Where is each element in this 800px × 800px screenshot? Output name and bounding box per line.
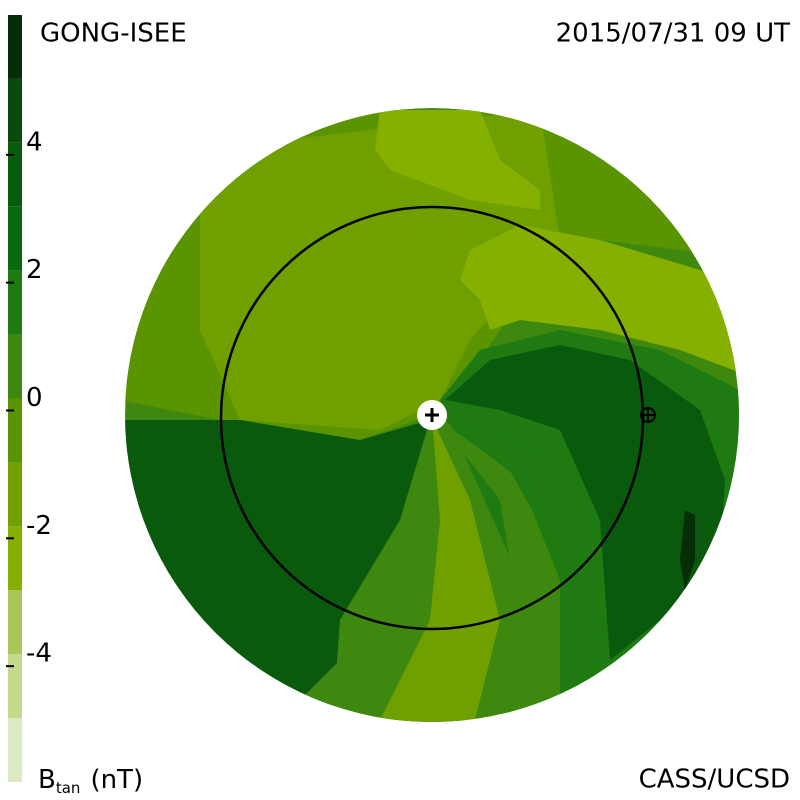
map bbox=[125, 108, 739, 722]
region bbox=[380, 418, 500, 722]
tick-label: -4 bbox=[26, 639, 52, 669]
tick-label: 2 bbox=[26, 255, 43, 285]
color-band bbox=[8, 78, 22, 143]
color-band bbox=[8, 590, 22, 655]
tick-label: 0 bbox=[26, 383, 43, 413]
sun-cross bbox=[425, 408, 439, 422]
label-unit: (nT) bbox=[90, 765, 143, 795]
color-band bbox=[8, 142, 22, 207]
color-band bbox=[8, 462, 22, 527]
color-band bbox=[8, 15, 22, 79]
color-band bbox=[8, 206, 22, 271]
region bbox=[436, 418, 570, 720]
title-left: GONG-ISEE bbox=[40, 19, 187, 49]
color-band bbox=[8, 718, 22, 782]
colorbar: -4 -2 0 2 4 bbox=[6, 15, 52, 782]
earth-cross bbox=[641, 408, 655, 422]
colorbar-label: Btan (nT) bbox=[38, 765, 143, 797]
tick-label: -2 bbox=[26, 511, 52, 541]
region bbox=[445, 345, 725, 660]
credit: CASS/UCSD bbox=[639, 765, 790, 795]
label-sub: tan bbox=[56, 779, 81, 797]
label-main: B bbox=[38, 765, 56, 795]
color-band bbox=[8, 334, 22, 399]
earth-orbit bbox=[219, 205, 645, 631]
region bbox=[440, 416, 600, 700]
region bbox=[375, 110, 540, 210]
title-right: 2015/07/31 09 UT bbox=[556, 19, 790, 49]
color-band bbox=[8, 270, 22, 335]
region bbox=[680, 510, 695, 590]
color-band bbox=[8, 398, 22, 463]
color-band bbox=[8, 526, 22, 591]
color-band bbox=[8, 654, 22, 719]
tick-label: 4 bbox=[26, 127, 43, 157]
